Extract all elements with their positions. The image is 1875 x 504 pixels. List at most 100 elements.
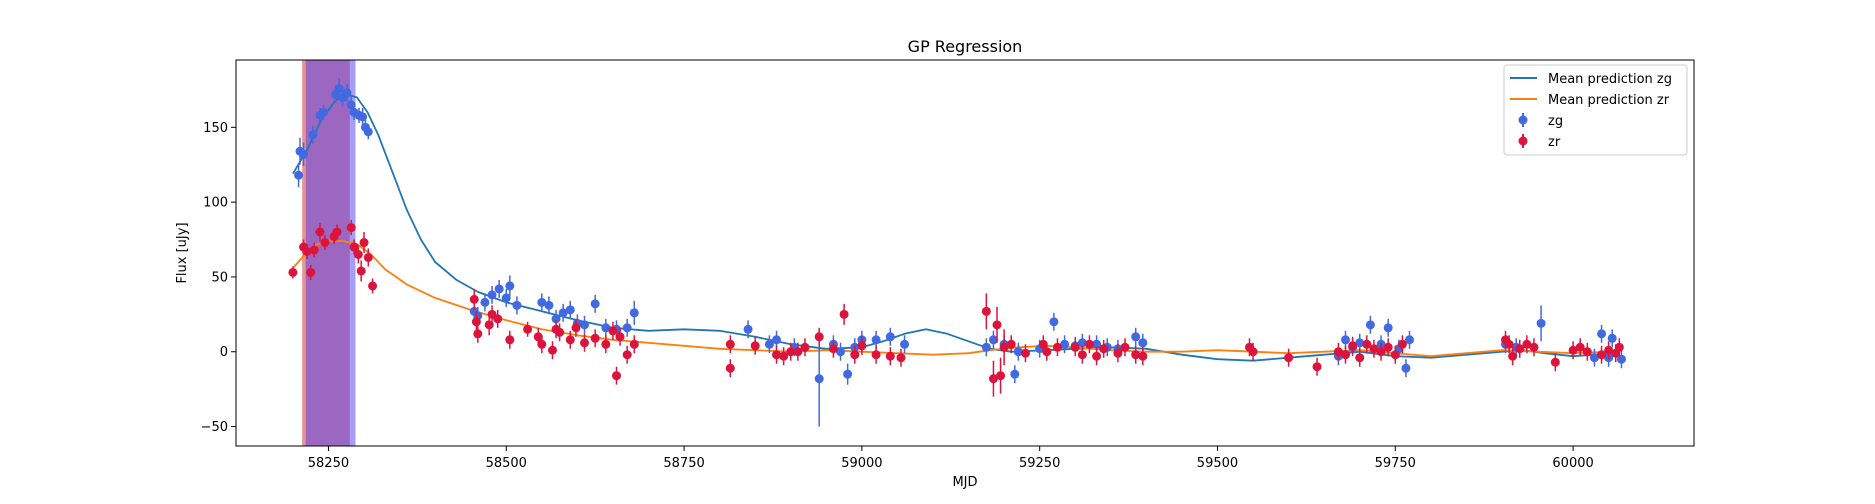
data-point-zg [512,300,522,310]
data-point-zr [725,339,735,349]
point-layer [288,77,1626,427]
data-point-zr [1550,357,1560,367]
data-point-zr [608,326,618,336]
data-point-zr [1383,342,1393,352]
data-point-zg [358,112,368,122]
data-point-zr [750,341,760,351]
data-point-zr [505,335,515,345]
data-point-zr [1042,347,1052,357]
data-point-zr [320,238,330,248]
data-point-zg [988,335,998,345]
data-point-zr [1355,353,1365,363]
data-point-zr [1138,351,1148,361]
data-point-zr [368,281,378,291]
data-point-zr [346,223,356,233]
data-point-zr [1529,342,1539,352]
data-point-zg [334,83,344,93]
data-point-zr [992,320,1002,330]
data-point-zr [1575,342,1585,352]
data-point-zr [828,344,838,354]
x-tick-label: 59750 [1375,456,1416,471]
data-point-zr [1099,344,1109,354]
legend-label-mean-zg: Mean prediction zg [1548,72,1672,87]
data-point-zr [1504,339,1514,349]
data-point-zr [839,309,849,319]
data-point-zr [629,339,639,349]
data-point-zr [1604,345,1614,355]
data-point-zg [1607,333,1617,343]
data-point-zr [1248,347,1258,357]
data-point-zg [299,149,309,159]
data-point-zr [786,347,796,357]
data-point-zg [836,347,846,357]
data-point-zr [996,371,1006,381]
x-tick-label: 59250 [1019,456,1060,471]
legend-label-zg: zg [1548,114,1563,129]
data-point-zg [843,369,853,379]
data-point-zg [1536,318,1546,328]
data-point-zr [615,332,625,342]
data-point-zr [332,227,342,237]
data-point-zg [501,293,511,303]
data-point-zr [1052,342,1062,352]
data-point-zg [1355,338,1365,348]
legend-swatch-zg [1518,115,1528,125]
data-point-zr [590,333,600,343]
data-point-zg [1131,332,1141,342]
data-point-zr [850,350,860,360]
x-tick-label: 60000 [1552,456,1593,471]
data-point-zr [1597,350,1607,360]
legend-box [1503,64,1688,156]
x-axis-label: MJD [952,475,977,490]
series-zg [294,77,1626,427]
data-point-zg [551,314,561,324]
data-point-zr [363,252,373,262]
data-point-zg [1589,353,1599,363]
y-tick-label: −50 [201,420,228,435]
data-point-zr [1369,344,1379,354]
data-point-zg [544,300,554,310]
data-point-zr [896,353,906,363]
data-point-zr [871,350,881,360]
data-point-zr [725,363,735,373]
y-tick-label: 50 [211,270,228,285]
data-point-zr [547,345,557,355]
y-axis-label: Flux [uJy] [175,222,190,283]
x-tick-label: 58500 [486,456,527,471]
data-point-zr [471,317,481,327]
data-point-zr [565,335,575,345]
data-point-zg [772,335,782,345]
data-point-zg [981,342,991,352]
data-point-zr [1070,342,1080,352]
data-point-zr [1614,342,1624,352]
data-point-zg [1013,347,1023,357]
data-point-zr [1348,341,1358,351]
data-point-zr [612,371,622,381]
data-point-zr [988,374,998,384]
data-point-zr [1582,347,1592,357]
data-point-zr [1077,350,1087,360]
data-point-zr [571,323,581,333]
data-point-zg [1077,338,1087,348]
data-point-zg [558,308,568,318]
data-point-zg [1616,354,1626,364]
x-tick-label: 58750 [663,456,704,471]
data-point-zr [302,247,312,257]
data-point-zr [1515,344,1525,354]
data-point-zr [622,350,632,360]
data-point-zg [1401,363,1411,373]
data-point-zr [469,294,479,304]
data-point-zr [315,227,325,237]
data-point-zr [306,267,316,277]
data-point-zg [1405,335,1415,345]
y-tick-label: 150 [203,121,228,136]
data-point-zr [288,267,298,277]
data-point-zr [309,245,319,255]
data-point-zg [1138,338,1148,348]
data-point-zg [900,339,910,349]
data-point-zg [814,374,824,384]
data-point-zr [779,351,789,361]
data-point-zr [793,347,803,357]
data-point-zr [1390,350,1400,360]
data-point-zr [349,242,359,252]
